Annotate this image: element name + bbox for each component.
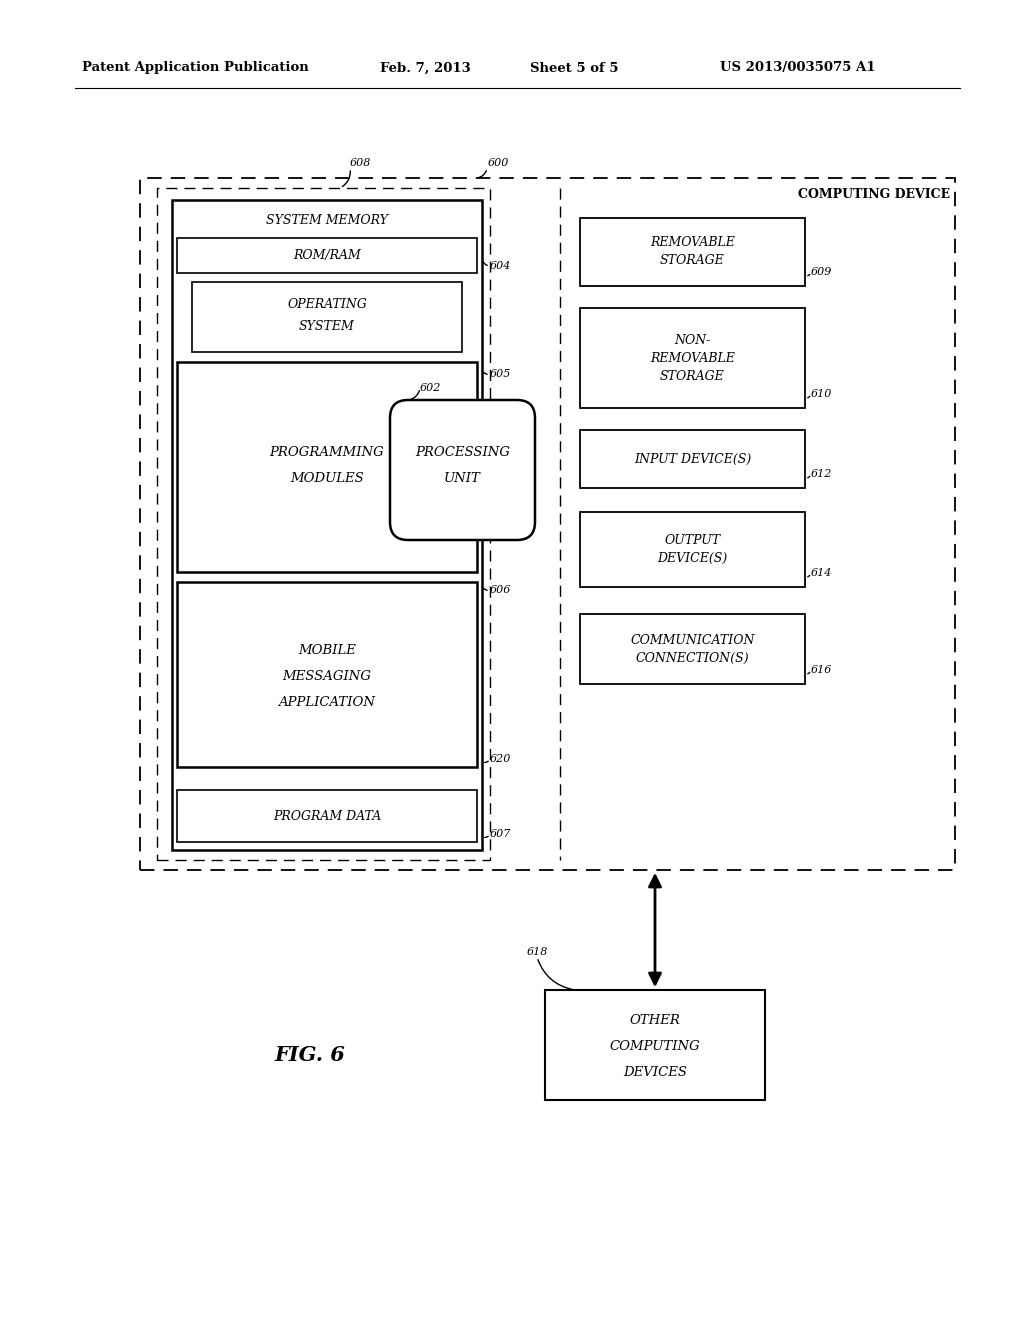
Text: SYSTEM MEMORY: SYSTEM MEMORY (266, 214, 388, 227)
Text: INPUT DEVICE(S): INPUT DEVICE(S) (634, 453, 752, 466)
Text: STORAGE: STORAGE (660, 370, 725, 383)
Text: UNIT: UNIT (444, 471, 481, 484)
Text: 612: 612 (811, 469, 833, 479)
Bar (580, 512, 805, 587)
Text: 608: 608 (350, 158, 372, 168)
Text: 614: 614 (811, 568, 833, 578)
Bar (172, 201, 482, 850)
Text: PROGRAM DATA: PROGRAM DATA (272, 809, 381, 822)
Bar (193, 282, 462, 352)
Bar (580, 218, 805, 286)
Text: US 2013/0035075 A1: US 2013/0035075 A1 (720, 62, 876, 74)
Text: MESSAGING: MESSAGING (283, 669, 372, 682)
Text: COMPUTING DEVICE: COMPUTING DEVICE (798, 187, 950, 201)
FancyBboxPatch shape (390, 400, 535, 540)
Bar (545, 990, 765, 1100)
Bar (580, 430, 805, 488)
Text: MOBILE: MOBILE (298, 644, 356, 656)
Text: 616: 616 (811, 665, 833, 675)
Text: DEVICES: DEVICES (623, 1065, 687, 1078)
Text: CONNECTION(S): CONNECTION(S) (636, 652, 750, 664)
Text: Feb. 7, 2013: Feb. 7, 2013 (380, 62, 471, 74)
Bar (157, 187, 490, 861)
Text: 604: 604 (490, 261, 511, 271)
Bar (140, 178, 955, 870)
Bar (177, 582, 477, 767)
Text: 618: 618 (527, 946, 549, 957)
Text: 609: 609 (811, 267, 833, 277)
Text: PROCESSING: PROCESSING (415, 446, 510, 458)
Bar (580, 614, 805, 684)
Text: OPERATING: OPERATING (287, 297, 367, 310)
Text: 620: 620 (490, 754, 511, 764)
Text: 600: 600 (488, 158, 509, 168)
Text: COMPUTING: COMPUTING (609, 1040, 700, 1052)
Text: 607: 607 (490, 829, 511, 840)
Text: STORAGE: STORAGE (660, 255, 725, 268)
Text: MODULES: MODULES (290, 471, 364, 484)
Text: DEVICE(S): DEVICE(S) (657, 552, 728, 565)
Text: Sheet 5 of 5: Sheet 5 of 5 (530, 62, 618, 74)
Text: 606: 606 (490, 585, 511, 595)
Text: Patent Application Publication: Patent Application Publication (82, 62, 309, 74)
Text: SYSTEM: SYSTEM (299, 319, 355, 333)
Bar (177, 238, 477, 273)
Text: 610: 610 (811, 389, 833, 399)
Text: NON-: NON- (674, 334, 711, 346)
Text: COMMUNICATION: COMMUNICATION (630, 634, 755, 647)
Text: 602: 602 (420, 383, 441, 393)
Bar (580, 308, 805, 408)
Text: OTHER: OTHER (630, 1014, 680, 1027)
Text: REMOVABLE: REMOVABLE (650, 351, 735, 364)
Text: ROM/RAM: ROM/RAM (293, 249, 360, 261)
Bar (177, 789, 477, 842)
Text: FIG. 6: FIG. 6 (274, 1045, 345, 1065)
Text: 605: 605 (490, 370, 511, 379)
Bar (177, 362, 477, 572)
Text: REMOVABLE: REMOVABLE (650, 236, 735, 249)
Text: PROGRAMMING: PROGRAMMING (269, 446, 384, 458)
Text: OUTPUT: OUTPUT (665, 535, 721, 546)
Text: APPLICATION: APPLICATION (279, 696, 376, 709)
